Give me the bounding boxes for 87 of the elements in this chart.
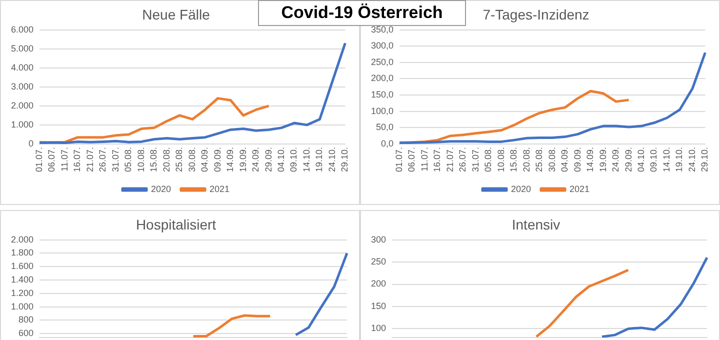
y-tick-label: 150 — [370, 300, 386, 311]
y-tick-label: 300,0 — [370, 40, 394, 51]
x-tick-label: 24.09. — [250, 146, 261, 172]
y-tick-label: 0,0 — [381, 138, 394, 148]
y-tick-label: 1.200 — [10, 288, 34, 298]
y-tick-label: 1.000 — [10, 119, 34, 130]
x-tick-label: 16.07. — [72, 146, 82, 172]
y-tick-label: 200,0 — [370, 73, 394, 84]
y-tick-label: 100 — [370, 323, 386, 334]
x-tick-label: 10.08. — [496, 146, 506, 172]
y-tick-label: 300 — [370, 234, 386, 244]
y-tick-label: 5.000 — [10, 43, 34, 54]
x-tick-label: 09.10. — [288, 146, 299, 172]
y-tick-label: 600 — [18, 328, 34, 338]
y-tick-label: 250,0 — [370, 56, 394, 67]
x-tick-label: 15.08. — [508, 146, 519, 172]
x-tick-label: 05.08. — [483, 146, 494, 172]
x-tick-label: 25.08. — [534, 146, 544, 172]
y-tick-label: 200 — [370, 278, 386, 289]
x-tick-label: 04.10. — [636, 146, 646, 172]
y-tick-label: 2.000 — [10, 234, 34, 244]
legend-label: 2021 — [210, 184, 230, 194]
x-tick-label: 06.07. — [46, 146, 57, 172]
x-tick-label: 20.08. — [161, 146, 172, 172]
x-tick-label: 14.10. — [661, 146, 672, 172]
x-tick-label: 19.09. — [238, 146, 248, 172]
legend-label: 2021 — [570, 184, 590, 194]
x-tick-label: 10.08. — [136, 146, 146, 172]
y-tick-label: 50,0 — [376, 122, 394, 132]
chart-title: 7-Tages-Inzidenz — [482, 6, 590, 22]
x-tick-label: 04.10. — [276, 146, 286, 172]
x-tick-label: 21.07. — [444, 146, 455, 172]
x-tick-label: 20.08. — [521, 146, 532, 172]
chart-title: Neue Fälle — [142, 6, 210, 22]
x-tick-label: 01.07. — [394, 146, 404, 172]
y-tick-label: 4.000 — [10, 62, 34, 72]
y-tick-label: 2.000 — [10, 100, 34, 110]
x-tick-label: 09.10. — [648, 146, 659, 172]
x-tick-label: 29.09. — [623, 146, 634, 172]
x-tick-label: 14.09. — [585, 146, 596, 172]
x-tick-label: 30.08. — [546, 146, 557, 172]
y-tick-label: 0 — [28, 138, 34, 148]
x-tick-label: 29.10. — [340, 146, 350, 172]
y-tick-label: 1.400 — [10, 274, 34, 284]
y-tick-label: 1.000 — [10, 301, 34, 312]
x-tick-label: 24.10. — [326, 146, 337, 172]
x-tick-label: 09.09. — [572, 146, 582, 172]
x-tick-label: 05.08. — [123, 146, 134, 172]
x-tick-label: 15.08. — [148, 146, 159, 172]
y-tick-label: 1.800 — [10, 248, 34, 258]
y-tick-label: 800 — [18, 314, 34, 325]
y-tick-label: 6.000 — [10, 24, 34, 34]
x-tick-label: 04.09. — [200, 146, 210, 172]
x-tick-label: 11.07. — [419, 146, 430, 172]
x-tick-label: 06.07. — [406, 146, 417, 172]
y-tick-label: 1.600 — [10, 261, 34, 272]
x-tick-label: 26.07. — [98, 146, 108, 172]
x-tick-label: 14.10. — [301, 146, 312, 172]
x-tick-label: 16.07. — [432, 146, 442, 172]
x-tick-label: 04.09. — [560, 146, 570, 172]
x-tick-label: 01.07. — [34, 146, 44, 172]
x-tick-label: 09.09. — [212, 146, 222, 172]
x-tick-label: 29.09. — [263, 146, 274, 172]
x-tick-label: 29.10. — [700, 146, 710, 172]
x-tick-label: 31.07. — [470, 146, 480, 172]
x-tick-label: 24.09. — [610, 146, 621, 172]
y-tick-label: 3.000 — [10, 81, 34, 92]
x-tick-label: 24.10. — [686, 146, 697, 172]
legend-label: 2020 — [150, 184, 172, 194]
x-tick-label: 19.10. — [674, 146, 684, 172]
x-tick-label: 11.07. — [59, 146, 70, 172]
x-tick-label: 21.07. — [84, 146, 95, 172]
text: Covid-19 Österreich — [258, 0, 466, 26]
y-tick-label: 250 — [370, 256, 386, 267]
chart-title: Intensiv — [512, 216, 560, 232]
x-tick-label: 31.07. — [110, 146, 120, 172]
x-tick-label: 26.07. — [458, 146, 468, 172]
x-tick-label: 19.09. — [598, 146, 608, 172]
y-tick-label: 350,0 — [370, 24, 394, 34]
y-tick-label: 100,0 — [370, 106, 394, 116]
x-tick-label: 25.08. — [174, 146, 184, 172]
legend-label: 2020 — [510, 184, 532, 194]
y-tick-label: 150,0 — [370, 90, 394, 100]
x-tick-label: 19.10. — [314, 146, 324, 172]
x-tick-label: 30.08. — [186, 146, 197, 172]
chart-title: Hospitalisiert — [136, 216, 216, 232]
x-tick-label: 14.09. — [225, 146, 236, 172]
